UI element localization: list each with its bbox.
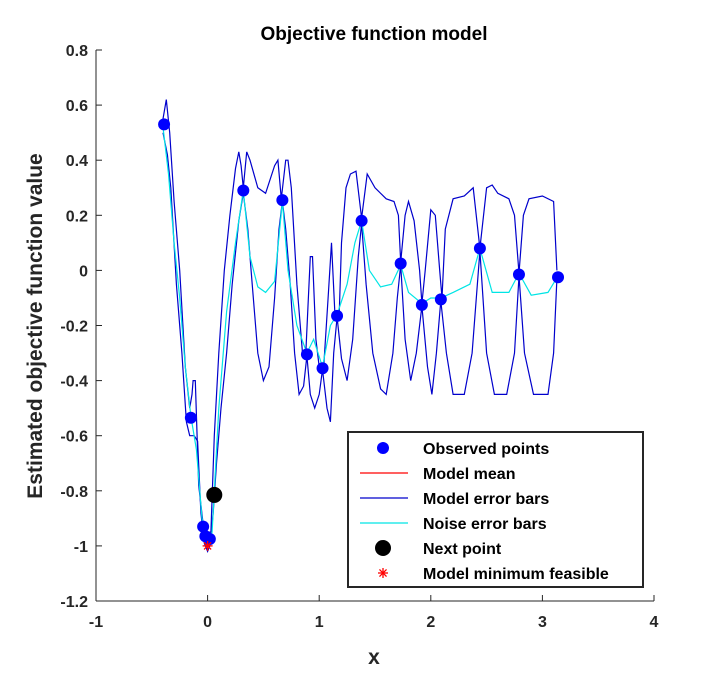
y-tick-label-3: -0.6 [60,429,88,446]
x-axis-label: x [368,646,380,669]
x-tick-label-5: 4 [650,614,659,631]
observed-point-0 [158,118,171,131]
observed-point-15 [512,268,525,281]
observed-point-14 [473,242,486,255]
observed-point-4 [203,533,216,546]
observed-point-11 [394,257,407,270]
plot-area [158,99,565,554]
observed-point-16 [552,271,565,284]
x-tick-label-3: 2 [426,614,435,631]
x-tick-label-2: 1 [315,614,324,631]
chart-title: Objective function model [261,24,488,45]
legend-label-model-error-bars: Model error bars [423,491,549,508]
observed-point-6 [276,194,289,207]
next-point-marker [206,486,223,503]
x-tick-label-1: 0 [203,614,212,631]
y-tick-label-5: -0.2 [60,319,88,336]
y-axis-label: Estimated objective function value [24,153,47,498]
y-tick-label-7: 0.2 [66,208,88,225]
legend-label-noise-error-bars: Noise error bars [423,516,547,533]
model-minimum-star [202,540,213,551]
observed-point-8 [316,362,329,375]
x-tick-label-4: 3 [538,614,547,631]
observed-point-5 [237,184,250,197]
observed-point-1 [184,411,197,424]
legend-label-observed-points: Observed points [423,441,549,458]
observed-point-13 [434,293,447,306]
legend-label-next-point: Next point [423,541,502,558]
y-tick-label-2: -0.8 [60,484,88,501]
observed-point-12 [415,298,428,311]
legend-swatch-observed-points [377,442,389,454]
observed-point-9 [331,309,344,322]
y-tick-label-6: 0 [79,263,88,280]
observed-point-7 [300,348,313,361]
y-tick-label-10: 0.8 [66,43,88,60]
y-tick-label-1: -1 [74,539,88,556]
legend-swatch-model-minimum-feasible [378,568,388,578]
observed-point-2 [197,520,210,533]
y-tick-label-9: 0.6 [66,98,88,115]
x-tick-label-0: -1 [89,614,103,631]
legend-swatch-next-point [375,540,391,556]
axes: -1 0 1 2 3 4-1.2-1-0.8-0.6-0.4-0.200.20.40.60… [60,43,658,631]
y-tick-label-4: -0.4 [60,374,88,391]
legend-label-model-minimum-feasible: Model minimum feasible [423,566,609,583]
legend-label-model-mean: Model mean [423,466,515,483]
legend: Observed points Model mean Model error bar… [347,431,644,588]
legend-box [347,431,644,588]
y-tick-label-0: -1.2 [60,594,88,611]
observed-point-10 [355,214,368,227]
y-tick-label-8: 0.4 [66,153,88,170]
